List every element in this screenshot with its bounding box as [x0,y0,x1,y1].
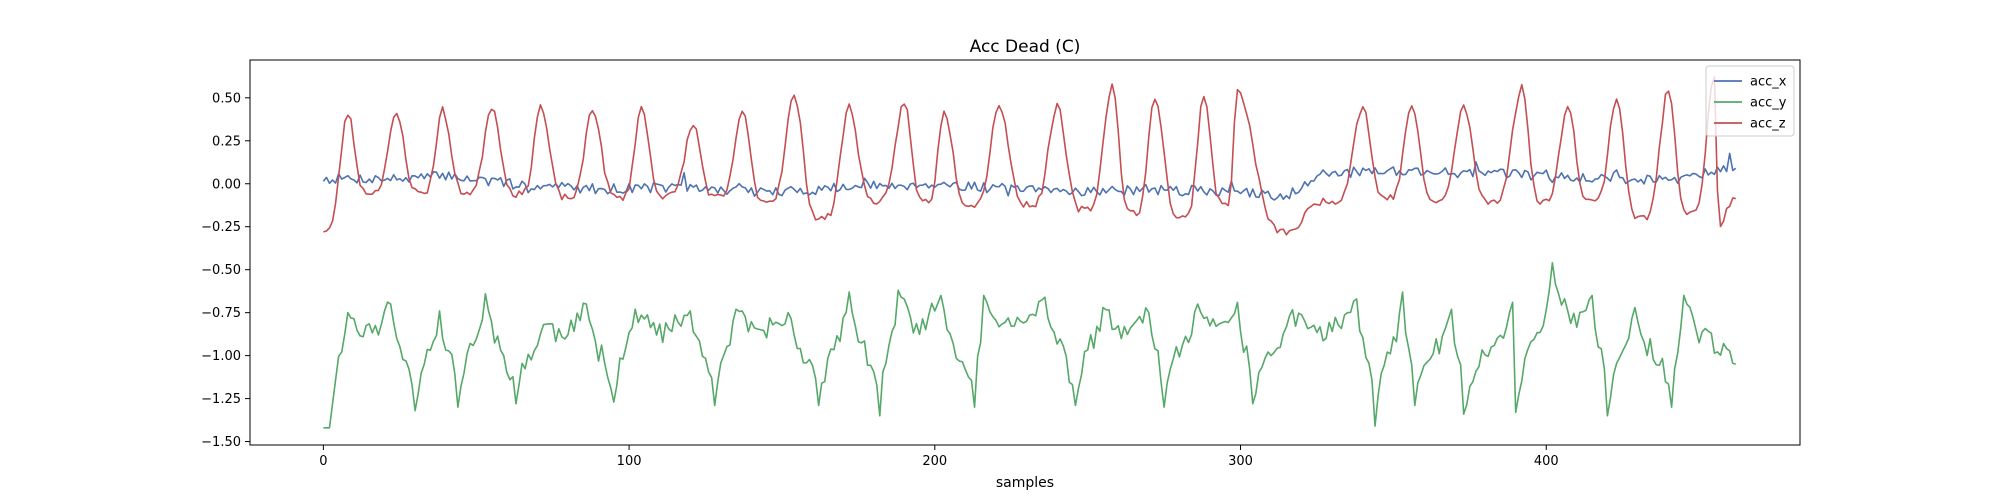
y-tick-label: −1.50 [201,435,241,450]
y-tick-label: −0.25 [201,220,241,235]
x-axis-title: samples [996,475,1054,491]
x-tick-label: 0 [319,454,327,469]
series-line-acc_y [323,262,1737,429]
legend-label-acc_z: acc_z [1750,117,1786,132]
y-tick-label: 0.50 [212,91,241,106]
legend: acc_x acc_y acc_z [1705,65,1795,137]
x-tick-label: 300 [1228,454,1253,469]
y-tick-label: −1.25 [201,392,241,407]
legend-box [1705,65,1795,137]
y-tick-label: −0.75 [201,306,241,321]
y-tick-label: 0.00 [212,177,241,192]
y-tick-label: −0.50 [201,263,241,278]
series-line-acc_x [322,152,1737,201]
y-tick-label: 0.25 [212,134,241,149]
legend-label-acc_x: acc_x [1750,75,1787,90]
plot-frame [249,59,1801,446]
chart-title: Acc Dead (C) [970,37,1081,57]
series-line-acc_z [323,76,1736,236]
x-tick-label: 100 [617,454,642,469]
x-tick-label: 400 [1534,454,1559,469]
x-tick-label: 200 [922,454,947,469]
plot-area: 0 100 200 300 400 0.50 0.25 0.00 −0.25 −0.50 −0.75… [201,59,1801,469]
y-tick-label: −1.00 [201,349,241,364]
legend-label-acc_y: acc_y [1750,96,1787,111]
